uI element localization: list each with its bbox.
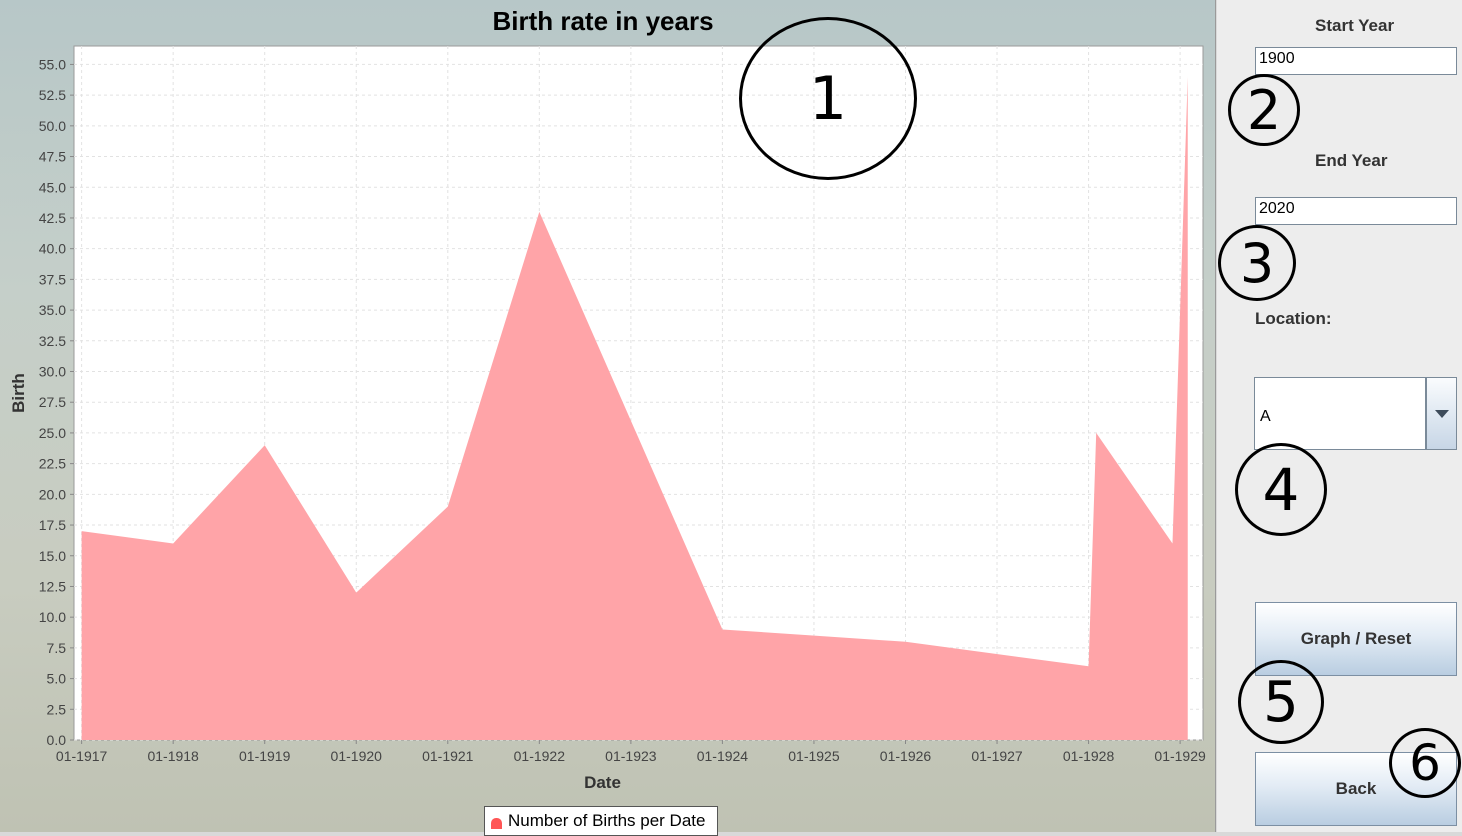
annotation-circle-4: 4	[1235, 443, 1327, 536]
y-tick-label: 15.0	[39, 548, 66, 564]
end-year-field[interactable]: 2020	[1255, 197, 1457, 225]
y-tick-label: 30.0	[39, 364, 66, 380]
x-tick-label: 01-1918	[147, 748, 199, 764]
x-tick-label: 01-1917	[56, 748, 108, 764]
location-select[interactable]: A	[1254, 377, 1457, 450]
y-axis-label: Birth	[9, 373, 28, 413]
x-tick-label: 01-1926	[880, 748, 932, 764]
annotation-circle-2: 2	[1228, 74, 1300, 146]
y-tick-label: 17.5	[39, 517, 66, 533]
y-tick-label: 10.0	[39, 609, 66, 625]
y-tick-label: 52.5	[39, 87, 66, 103]
location-label: Location:	[1255, 309, 1332, 329]
y-tick-label: 27.5	[39, 394, 66, 410]
y-tick-label: 55.0	[39, 56, 66, 72]
x-axis-label: Date	[584, 773, 621, 792]
y-tick-label: 7.5	[47, 640, 67, 656]
y-tick-label: 40.0	[39, 241, 66, 257]
x-tick-label: 01-1923	[605, 748, 657, 764]
legend-swatch	[491, 818, 502, 829]
y-tick-label: 47.5	[39, 149, 66, 165]
end-year-label: End Year	[1315, 151, 1387, 171]
y-tick-label: 25.0	[39, 425, 66, 441]
y-tick-label: 0.0	[47, 732, 67, 748]
y-tick-label: 35.0	[39, 302, 66, 318]
start-year-label: Start Year	[1315, 16, 1394, 36]
y-tick-label: 45.0	[39, 179, 66, 195]
x-tick-label: 01-1925	[788, 748, 840, 764]
x-tick-label: 01-1927	[971, 748, 1023, 764]
y-tick-label: 2.5	[47, 701, 67, 717]
y-tick-label: 22.5	[39, 456, 66, 472]
area-chart: 0.0 2.5 5.0 7.5 10.0 12.5 15.0 17.5 20.0 22.5 25.0…	[0, 0, 1216, 832]
x-tick-label: 01-1920	[331, 748, 383, 764]
y-tick-label: 37.5	[39, 271, 66, 287]
x-tick-label: 01-1924	[697, 748, 749, 764]
x-tick-label: 01-1919	[239, 748, 291, 764]
y-tick-label: 20.0	[39, 486, 66, 502]
start-year-field[interactable]: 1900	[1255, 47, 1457, 75]
x-tick-label: 01-1929	[1154, 748, 1206, 764]
legend-label: Number of Births per Date	[508, 811, 705, 831]
annotation-circle-1: 1	[739, 17, 917, 180]
x-tick-label: 01-1921	[422, 748, 474, 764]
annotation-circle-6: 6	[1389, 728, 1461, 798]
y-tick-label: 42.5	[39, 210, 66, 226]
chevron-down-icon[interactable]	[1426, 377, 1457, 450]
y-tick-label: 32.5	[39, 333, 66, 349]
y-tick-label: 50.0	[39, 118, 66, 134]
location-selected-value[interactable]: A	[1254, 377, 1426, 450]
x-tick-label: 01-1922	[514, 748, 566, 764]
y-tick-label: 5.0	[47, 671, 67, 687]
y-tick-label: 12.5	[39, 578, 66, 594]
x-tick-label: 01-1928	[1063, 748, 1115, 764]
annotation-circle-3: 3	[1218, 225, 1296, 301]
annotation-circle-5: 5	[1238, 660, 1324, 744]
